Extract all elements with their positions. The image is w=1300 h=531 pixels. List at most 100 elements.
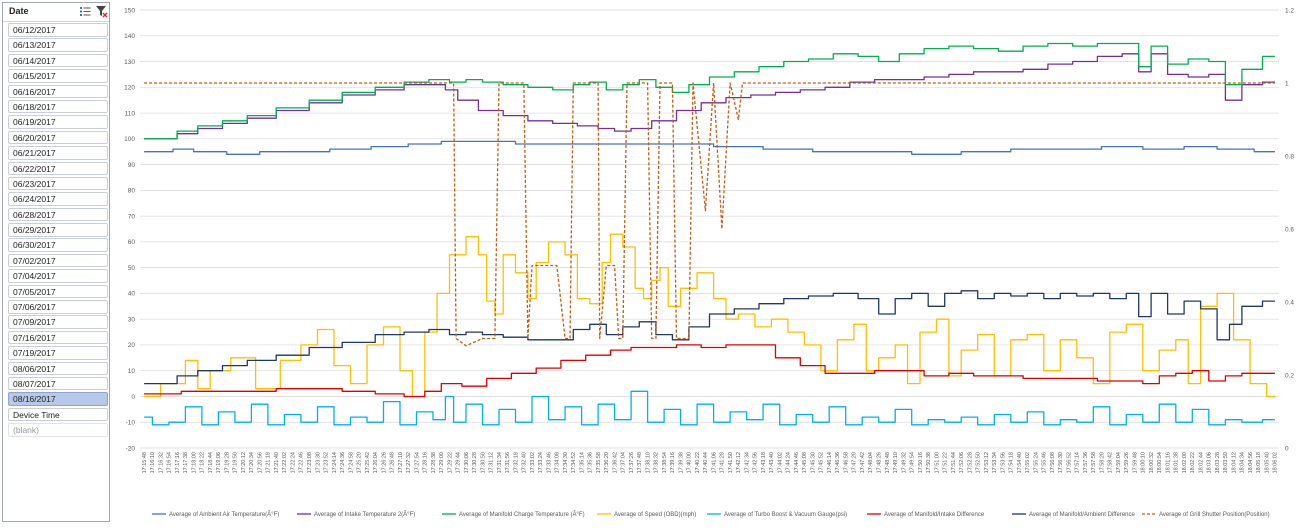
x-tick-label: 17:23:08 <box>307 452 313 473</box>
slicer-item[interactable]: 06/15/2017 <box>8 69 108 83</box>
x-tick-label: 17:19:06 <box>216 452 222 473</box>
x-tick-label: 17:42:56 <box>753 452 759 473</box>
x-tick-label: 17:50:38 <box>926 452 932 473</box>
y2-tick-label: 0.4 <box>1285 299 1294 306</box>
slicer-item[interactable]: 06/30/2017 <box>8 238 108 252</box>
x-tick-label: 17:46:36 <box>835 452 841 473</box>
x-tick-label: 17:27:54 <box>414 452 420 473</box>
legend-label: Average of Manifold/Intake Difference <box>884 512 985 518</box>
x-tick-label: 18:06:02 <box>1273 452 1279 473</box>
x-tick-label: 17:56:30 <box>1058 452 1064 473</box>
y-tick-label: 50 <box>128 265 136 272</box>
legend-label: Average of Intake Temperature 2(Â°F) <box>314 511 415 518</box>
x-tick-label: 17:48:48 <box>885 452 891 473</box>
legend-label: Average of Turbo Boost & Vacuum Gauge(ps… <box>724 512 847 518</box>
x-tick-label: 17:51:00 <box>934 452 940 473</box>
slicer-item[interactable]: 07/09/2017 <box>8 315 108 329</box>
x-tick-label: 17:57:14 <box>1075 452 1081 473</box>
y-tick-label: 60 <box>128 239 136 246</box>
x-tick-label: 18:05:40 <box>1264 452 1270 473</box>
x-tick-label: 17:30:50 <box>480 452 486 473</box>
x-tick-label: 17:39:38 <box>678 452 684 473</box>
slicer-item[interactable]: 06/14/2017 <box>8 53 108 68</box>
x-tick-label: 17:57:36 <box>1083 452 1089 473</box>
slicer-item[interactable]: 06/29/2017 <box>8 223 108 237</box>
x-tick-label: 17:47:20 <box>852 452 858 473</box>
x-tick-label: 17:42:34 <box>744 452 750 473</box>
series-line <box>144 344 1275 398</box>
x-tick-label: 17:43:40 <box>769 452 775 473</box>
x-tick-label: 17:30:28 <box>472 452 478 473</box>
x-tick-label: 17:52:06 <box>959 452 965 473</box>
slicer-item[interactable]: 08/07/2017 <box>8 376 108 391</box>
x-tick-label: 17:54:18 <box>1009 452 1015 473</box>
x-tick-label: 17:16:54 <box>167 452 173 473</box>
series-line <box>144 233 1275 398</box>
slicer-item[interactable]: 08/06/2017 <box>8 361 108 376</box>
x-tick-label: 17:33:24 <box>538 452 544 473</box>
y2-tick-label: 0.6 <box>1285 226 1294 233</box>
x-tick-label: 17:20:56 <box>257 452 263 473</box>
slicer-item[interactable]: 08/16/2017 <box>8 392 108 406</box>
slicer-item[interactable]: 06/16/2017 <box>8 84 108 99</box>
slicer-item[interactable]: 07/19/2017 <box>8 346 108 360</box>
y-tick-label: -20 <box>126 445 136 452</box>
x-tick-label: 17:45:30 <box>810 452 816 473</box>
x-tick-label: 17:45:52 <box>819 452 825 473</box>
x-tick-label: 17:22:02 <box>282 452 288 473</box>
x-tick-label: 17:59:04 <box>1116 452 1122 473</box>
slicer-item[interactable]: 06/28/2017 <box>8 207 108 222</box>
x-tick-label: 17:52:28 <box>967 452 973 473</box>
slicer-item[interactable]: 07/05/2017 <box>8 284 108 299</box>
x-tick-label: 17:26:26 <box>381 452 387 473</box>
x-tick-label: 17:24:58 <box>348 452 354 473</box>
series-line <box>144 82 1275 347</box>
slicer-item[interactable]: 06/12/2017 <box>8 23 108 37</box>
slicer-item[interactable]: 06/22/2017 <box>8 161 108 176</box>
x-tick-label: 17:43:18 <box>761 452 767 473</box>
slicer-item[interactable]: 07/06/2017 <box>8 300 108 314</box>
slicer-item[interactable]: 06/21/2017 <box>8 146 108 160</box>
x-tick-label: 17:58:42 <box>1108 452 1114 473</box>
x-tick-label: 18:03:06 <box>1207 452 1213 473</box>
slicer-item[interactable]: 06/23/2017 <box>8 176 108 191</box>
slicer-item[interactable]: 06/13/2017 <box>8 38 108 52</box>
x-tick-label: 17:39:16 <box>670 452 676 473</box>
slicer-item[interactable]: Device Time <box>8 407 108 422</box>
slicer-item[interactable]: 07/16/2017 <box>8 330 108 345</box>
x-tick-label: 17:26:48 <box>390 452 396 473</box>
multi-select-icon[interactable] <box>79 5 92 18</box>
x-tick-label: 17:52:50 <box>976 452 982 473</box>
date-slicer: Date 06/12/2017 06/13/2017 06/14/2017 06/15… <box>2 2 110 522</box>
x-tick-label: 17:40:22 <box>695 452 701 473</box>
x-tick-label: 17:34:52 <box>571 452 577 473</box>
slicer-item[interactable]: 06/19/2017 <box>8 115 108 129</box>
x-tick-label: 17:34:30 <box>563 452 569 473</box>
slicer-item[interactable]: 07/02/2017 <box>8 253 108 268</box>
x-tick-label: 17:59:26 <box>1124 452 1130 473</box>
x-tick-label: 17:38:54 <box>662 452 668 473</box>
slicer-item[interactable]: (blank) <box>8 423 108 437</box>
x-tick-label: 17:27:32 <box>406 452 412 473</box>
slicer-item[interactable]: 06/24/2017 <box>8 192 108 206</box>
y2-tick-label: 0.2 <box>1285 372 1294 379</box>
x-tick-label: 17:37:26 <box>629 452 635 473</box>
x-tick-label: 17:35:58 <box>596 452 602 473</box>
slicer-item[interactable]: 06/20/2017 <box>8 130 108 145</box>
legend: Average of Ambient Air Temperature(Â°F) A… <box>152 511 1270 518</box>
legend-label: Average of Grill Shutter Position(Positi… <box>1159 512 1270 518</box>
x-tick-label: 18:05:18 <box>1256 452 1262 473</box>
x-tick-label: 17:31:56 <box>505 452 511 473</box>
series-line <box>144 290 1275 385</box>
slicer-item[interactable]: 06/18/2017 <box>8 99 108 114</box>
series-line <box>144 390 1275 426</box>
x-tick-label: 18:02:44 <box>1198 452 1204 473</box>
x-tick-label: 18:01:16 <box>1165 452 1171 473</box>
x-tick-label: 18:03:50 <box>1223 452 1229 473</box>
x-tick-label: 17:27:10 <box>398 452 404 473</box>
slicer-item[interactable]: 07/04/2017 <box>8 269 108 283</box>
x-tick-label: 17:21:40 <box>274 452 280 473</box>
clear-filter-icon[interactable] <box>95 5 108 18</box>
slicer-title: Date <box>9 6 29 16</box>
x-tick-label: 17:51:44 <box>951 452 957 473</box>
